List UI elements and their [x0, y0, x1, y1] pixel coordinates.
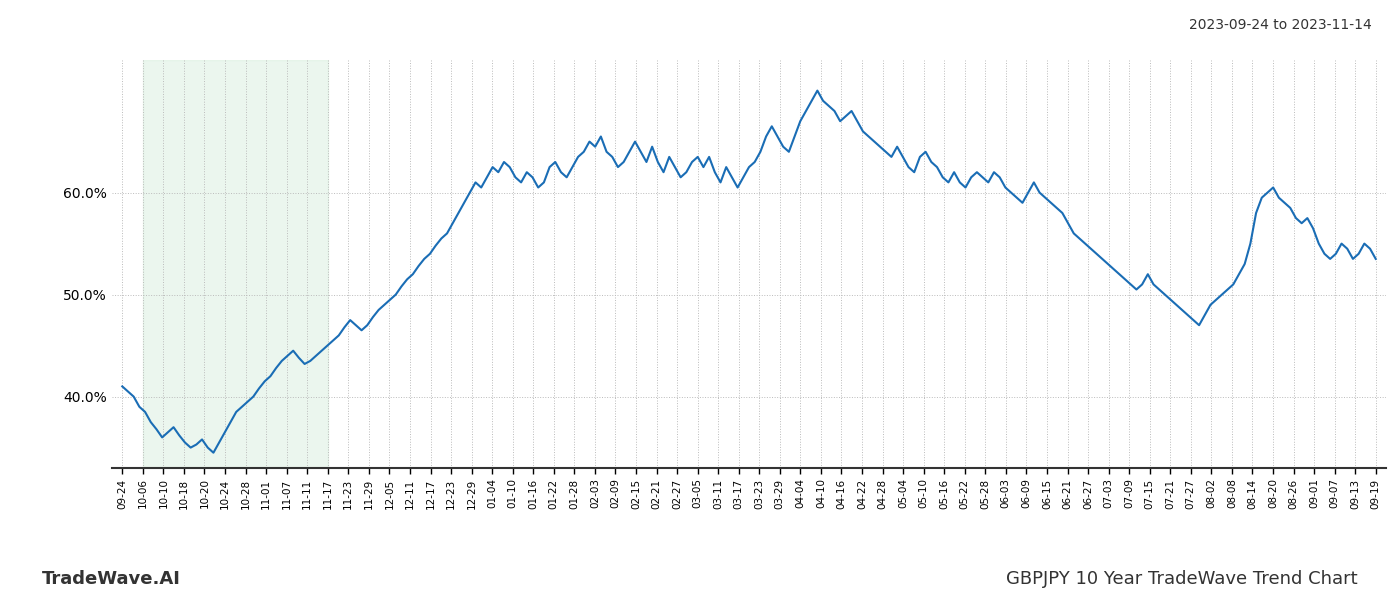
Bar [143, 60, 328, 468]
Text: TradeWave.AI: TradeWave.AI [42, 570, 181, 588]
Text: 2023-09-24 to 2023-11-14: 2023-09-24 to 2023-11-14 [1189, 18, 1372, 32]
Text: GBPJPY 10 Year TradeWave Trend Chart: GBPJPY 10 Year TradeWave Trend Chart [1007, 570, 1358, 588]
